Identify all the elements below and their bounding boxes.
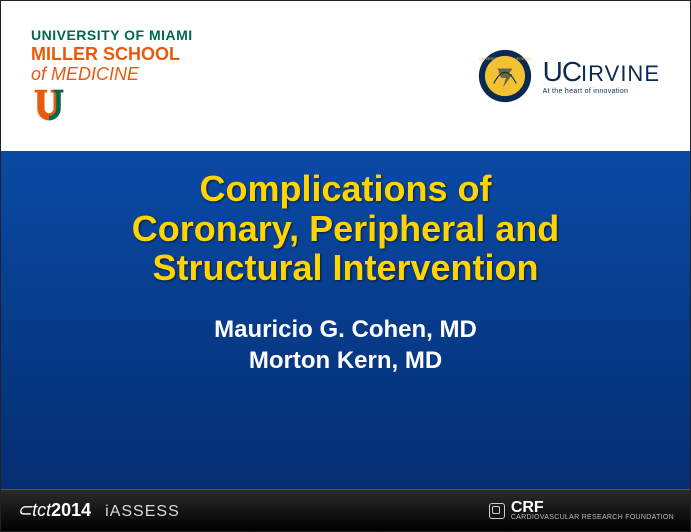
um-university-name: UNIVERSITY OF MIAMI — [31, 28, 193, 43]
program-name: iASSESS — [105, 503, 180, 521]
um-logo: UNIVERSITY OF MIAMI MILLER SCHOOL of MED… — [31, 28, 193, 125]
title-line-3: Structural Intervention — [132, 248, 559, 288]
slide-title: Complications of Coronary, Peripheral an… — [112, 169, 579, 288]
crf-block: CRF CARDIOVASCULAR RESEARCH FOUNDATION — [511, 500, 674, 521]
uci-logo: UNIVERSITY OF CALIFORNIA UCIRVINE At the… — [477, 48, 660, 104]
um-school-name-1: MILLER SCHOOL — [31, 45, 193, 65]
slide-authors: Mauricio G. Cohen, MD Morton Kern, MD — [214, 314, 477, 376]
uci-wordmark: UCIRVINE At the heart of innovation — [543, 58, 660, 95]
uci-suffix: IRVINE — [581, 61, 660, 86]
title-line-1: Complications of — [132, 169, 559, 209]
uci-tagline: At the heart of innovation — [543, 88, 660, 95]
org-subtitle: CARDIOVASCULAR RESEARCH FOUNDATION — [511, 514, 674, 521]
slide: UNIVERSITY OF MIAMI MILLER SCHOOL of MED… — [0, 0, 691, 532]
svg-text:UNIVERSITY OF CALIFORNIA: UNIVERSITY OF CALIFORNIA — [479, 57, 531, 61]
um-school-name-2: of MEDICINE — [31, 65, 193, 85]
um-u-icon — [31, 88, 67, 124]
crf-icon — [489, 503, 505, 519]
header: UNIVERSITY OF MIAMI MILLER SCHOOL of MED… — [1, 1, 690, 151]
conference-logo: ⊂tct2014 — [17, 500, 91, 521]
author-1: Mauricio G. Cohen, MD — [214, 314, 477, 345]
title-line-2: Coronary, Peripheral and — [132, 209, 559, 249]
uc-seal-icon: UNIVERSITY OF CALIFORNIA — [477, 48, 533, 104]
uci-prefix: UC — [543, 56, 581, 87]
footer-left: ⊂tct2014 iASSESS — [17, 500, 180, 521]
slide-body: Complications of Coronary, Peripheral an… — [1, 151, 690, 531]
author-2: Morton Kern, MD — [214, 345, 477, 376]
footer-right: CRF CARDIOVASCULAR RESEARCH FOUNDATION — [489, 500, 674, 521]
footer: ⊂tct2014 iASSESS CRF CARDIOVASCULAR RESE… — [1, 489, 690, 531]
